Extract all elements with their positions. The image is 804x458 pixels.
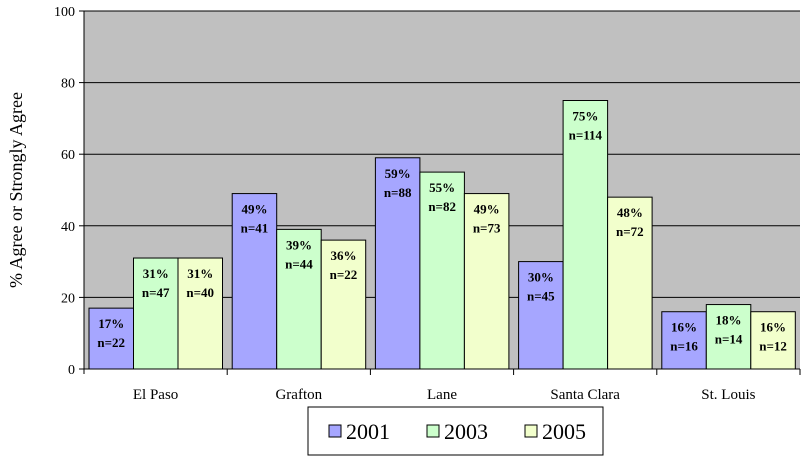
bar-2005 (463, 193, 510, 370)
y-axis-title: % Agree or Strongly Agree (6, 92, 26, 288)
data-label-n: n=16 (670, 339, 698, 354)
data-label-percent: 31% (143, 266, 169, 281)
legend-swatch-2003 (426, 424, 440, 438)
y-tick-label: 0 (68, 363, 75, 378)
data-label-percent: 39% (286, 237, 312, 252)
data-label-percent: 59% (385, 166, 411, 181)
x-tick-label: St. Louis (701, 387, 755, 403)
bar-2001 (231, 193, 278, 370)
x-tick-label: El Paso (133, 387, 178, 403)
bar-2001 (661, 311, 707, 370)
data-label-percent: 31% (187, 266, 213, 281)
data-label-percent: 18% (716, 313, 742, 328)
data-label-percent: 16% (671, 320, 697, 335)
y-tick-label: 60 (61, 148, 75, 163)
data-label-n: n=12 (759, 339, 787, 354)
data-label-percent: 49% (241, 202, 267, 217)
x-tick-label: Santa Clara (550, 387, 620, 403)
bar-2003 (419, 171, 465, 370)
data-label-n: n=47 (142, 285, 170, 300)
bar-2003 (705, 304, 752, 370)
data-label-n: n=22 (330, 267, 358, 282)
y-tick-label: 80 (61, 77, 75, 92)
bar-2005 (750, 311, 796, 370)
bar-2005 (607, 196, 653, 370)
data-label-n: n=88 (384, 185, 412, 200)
data-label-percent: 17% (98, 316, 124, 331)
data-label-n: n=114 (569, 128, 603, 143)
data-label-percent: 16% (760, 320, 786, 335)
bar-2005 (320, 239, 367, 370)
data-label-percent: 36% (330, 248, 356, 263)
data-label-n: n=22 (97, 335, 125, 350)
legend: 2001 2003 2005 (307, 406, 604, 456)
data-label-n: n=40 (186, 285, 214, 300)
data-label-n: n=41 (241, 221, 269, 236)
data-label-n: n=45 (527, 289, 555, 304)
data-label-percent: 49% (474, 202, 500, 217)
data-label-percent: 55% (429, 180, 455, 195)
y-tick-label: 40 (61, 220, 75, 235)
data-label-n: n=44 (285, 256, 313, 271)
bar-2003 (133, 257, 179, 370)
legend-label-2001: 2001 (346, 419, 390, 444)
data-label-percent: 48% (617, 205, 643, 220)
data-label-n: n=82 (428, 199, 456, 214)
bar-2001 (518, 261, 564, 370)
x-tick-label: Lane (427, 387, 457, 403)
legend-label-2003: 2003 (444, 419, 488, 444)
legend-box (307, 406, 604, 456)
data-label-percent: 75% (572, 109, 598, 124)
bar-2005 (177, 257, 223, 370)
data-label-n: n=73 (473, 221, 501, 236)
data-label-percent: 30% (528, 270, 554, 285)
data-label-n: n=72 (616, 224, 644, 239)
bar-2001 (88, 307, 134, 370)
x-tick-label: Grafton (275, 387, 322, 403)
y-tick-label: 20 (61, 291, 75, 306)
data-label-n: n=14 (715, 332, 743, 347)
legend-swatch-2005 (524, 424, 538, 438)
legend-swatch-2001 (328, 424, 342, 438)
bar-2003 (562, 100, 609, 370)
legend-label-2005: 2005 (542, 419, 586, 444)
y-tick-label: 100 (54, 5, 75, 20)
bar-2001 (374, 157, 421, 370)
